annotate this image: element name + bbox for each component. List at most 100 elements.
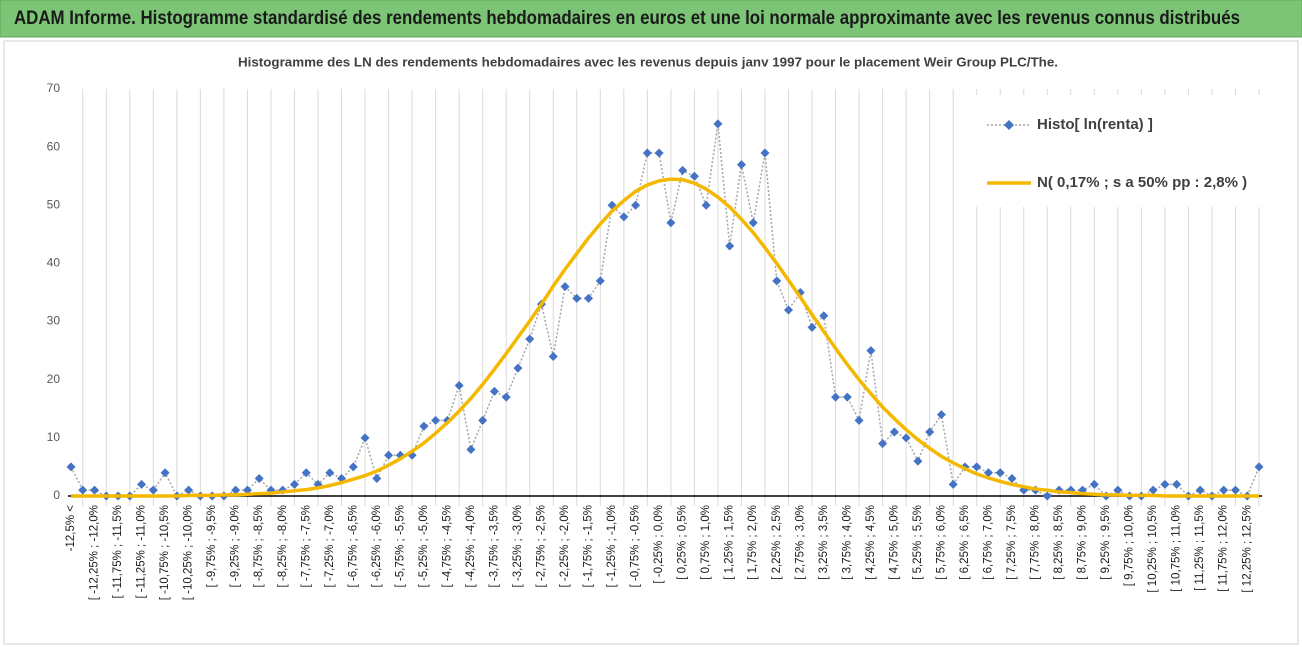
x-tick-label: -12,5% < — [65, 505, 77, 552]
data-point — [595, 276, 605, 286]
data-point — [289, 479, 299, 489]
x-tick-label: [ 1,25% ; 1,5% — [724, 505, 736, 580]
legend-label: N( 0,17% ; s a 50% pp : 2,8% ) — [1037, 174, 1247, 191]
legend-marker — [1004, 120, 1014, 130]
data-point — [1007, 474, 1017, 484]
data-point — [819, 311, 829, 321]
data-point — [631, 200, 641, 210]
data-point — [901, 433, 911, 443]
data-point — [983, 468, 993, 478]
data-point — [66, 462, 76, 472]
data-point — [160, 468, 170, 478]
data-point — [1254, 462, 1264, 472]
data-point — [184, 485, 194, 495]
data-point — [1230, 485, 1240, 495]
data-point — [513, 363, 523, 373]
data-point — [784, 305, 794, 315]
data-point — [548, 351, 558, 361]
data-point — [384, 450, 394, 460]
data-point — [678, 165, 688, 175]
x-tick-label: [ 4,75% ; 5,0% — [888, 505, 900, 580]
x-tick-label: [ -5,25% ; -5,0% — [418, 505, 430, 587]
x-tick-label: [ 6,75% ; 7,0% — [982, 505, 994, 580]
data-point — [736, 160, 746, 170]
x-tick-label: [ 12,25% ; 12,5% — [1241, 505, 1253, 593]
x-tick-label: [ -9,25% ; -9,0% — [230, 505, 242, 587]
data-point — [254, 474, 264, 484]
data-point — [1148, 485, 1158, 495]
x-tick-label: [ -12,25% ; -12,0% — [89, 505, 101, 600]
x-tick-label: [ 5,25% ; 5,5% — [912, 505, 924, 580]
y-tick-label: 40 — [47, 256, 61, 270]
data-point — [560, 282, 570, 292]
chart-frame — [3, 40, 1299, 645]
x-tick-label: [ 6,25% ; 6,5% — [959, 505, 971, 580]
x-tick-label: [ -11,75% ; -11,5% — [112, 505, 124, 599]
x-tick-label: [ 0,75% ; 1,0% — [700, 505, 712, 580]
data-point — [972, 462, 982, 472]
x-tick-label: [ -1,25% ; -1,0% — [606, 505, 618, 587]
data-point — [1195, 485, 1205, 495]
data-point — [489, 386, 499, 396]
x-tick-label: [ 8,25% ; 8,5% — [1053, 505, 1065, 580]
data-point — [642, 148, 652, 158]
data-point — [925, 427, 935, 437]
data-point — [1089, 479, 1099, 489]
x-tick-label: [ 7,25% ; 7,5% — [1006, 505, 1018, 580]
x-tick-label: [ -7,75% ; -7,5% — [300, 505, 312, 587]
x-tick-label: [ 10,75% ; 11,0% — [1171, 505, 1183, 592]
data-point — [478, 415, 488, 425]
x-tick-label: [ 8,75% ; 9,0% — [1077, 505, 1089, 580]
y-tick-label: 60 — [47, 139, 61, 153]
data-point — [725, 241, 735, 251]
data-point — [1042, 491, 1052, 501]
series-line — [71, 177, 1259, 498]
x-tick-label: [ -0,25% ; 0,0% — [653, 505, 665, 584]
data-point — [619, 212, 629, 222]
x-tick-label: [ -2,75% ; -2,5% — [536, 505, 548, 587]
x-tick-label: [ 0,25% ; 0,5% — [677, 505, 689, 580]
legend-box — [965, 95, 1291, 207]
data-point — [431, 415, 441, 425]
x-tick-label: [ -1,75% ; -1,5% — [583, 505, 595, 587]
data-point — [889, 427, 899, 437]
data-point — [807, 322, 817, 332]
data-point — [301, 468, 311, 478]
data-point — [148, 485, 158, 495]
data-point — [231, 485, 241, 495]
data-point — [360, 433, 370, 443]
y-tick-label: 70 — [47, 81, 61, 95]
data-point — [760, 148, 770, 158]
x-tick-label: [ -0,75% ; -0,5% — [630, 505, 642, 587]
data-point — [419, 421, 429, 431]
data-point — [78, 485, 88, 495]
data-point — [666, 218, 676, 228]
x-tick-label: [ -4,25% ; -4,0% — [465, 505, 477, 587]
data-point — [348, 462, 358, 472]
data-point — [772, 276, 782, 286]
data-point — [1172, 479, 1182, 489]
legend-label: Histo[ ln(renta) ] — [1037, 116, 1153, 133]
x-tick-label: [ 9,75% ; 10,0% — [1124, 505, 1136, 586]
header-title: ADAM Informe. Histogramme standardisé de… — [14, 8, 1240, 29]
x-tick-label: [ -8,25% ; -8,0% — [277, 505, 289, 587]
y-tick-label: 10 — [47, 430, 61, 444]
x-tick-label: [ -9,75% ; -9,5% — [206, 505, 218, 587]
x-tick-label: [ -10,25% ; -10,0% — [183, 505, 195, 600]
data-point — [842, 392, 852, 402]
data-point — [525, 334, 535, 344]
y-tick-label: 30 — [47, 314, 61, 328]
x-tick-label: [ -5,75% ; -5,5% — [394, 505, 406, 587]
y-tick-label: 20 — [47, 372, 61, 386]
data-point — [654, 148, 664, 158]
x-tick-label: [ 4,25% ; 4,5% — [865, 505, 877, 580]
data-point — [713, 119, 723, 129]
data-point — [372, 474, 382, 484]
data-point — [689, 171, 699, 181]
header-bar — [0, 0, 1302, 38]
x-tick-label: [ -7,25% ; -7,0% — [324, 505, 336, 587]
data-point — [1160, 479, 1170, 489]
data-point — [913, 456, 923, 466]
data-point — [948, 479, 958, 489]
